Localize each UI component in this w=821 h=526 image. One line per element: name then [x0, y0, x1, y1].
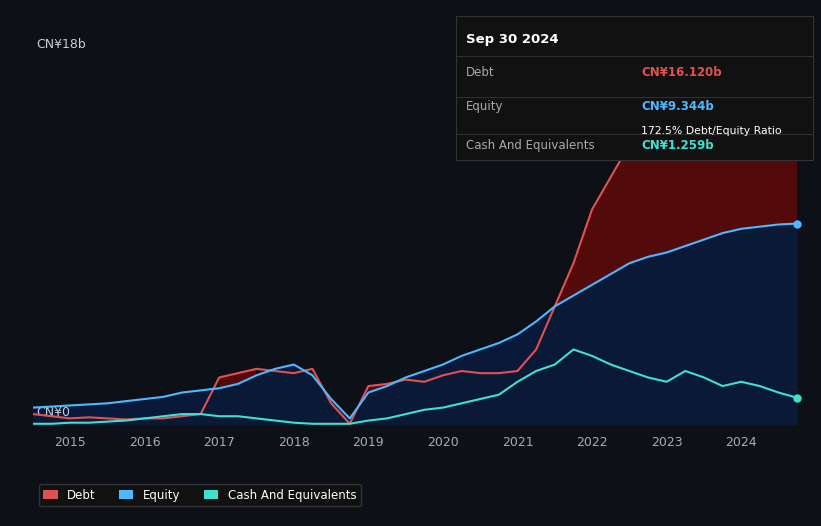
Point [791, 219, 804, 228]
Point [791, 393, 804, 402]
Text: 172.5% Debt/Equity Ratio: 172.5% Debt/Equity Ratio [641, 126, 782, 136]
Text: Debt: Debt [466, 66, 495, 79]
Point [791, 73, 804, 82]
Text: CN¥1.259b: CN¥1.259b [641, 139, 714, 151]
Text: Equity: Equity [466, 100, 504, 113]
Text: Sep 30 2024: Sep 30 2024 [466, 33, 559, 46]
Legend: Debt, Equity, Cash And Equivalents: Debt, Equity, Cash And Equivalents [39, 484, 361, 507]
Text: CN¥9.344b: CN¥9.344b [641, 100, 714, 113]
Text: CN¥16.120b: CN¥16.120b [641, 66, 722, 79]
Text: Cash And Equivalents: Cash And Equivalents [466, 139, 595, 151]
Text: CN¥0: CN¥0 [37, 406, 71, 419]
Text: CN¥18b: CN¥18b [37, 38, 86, 52]
